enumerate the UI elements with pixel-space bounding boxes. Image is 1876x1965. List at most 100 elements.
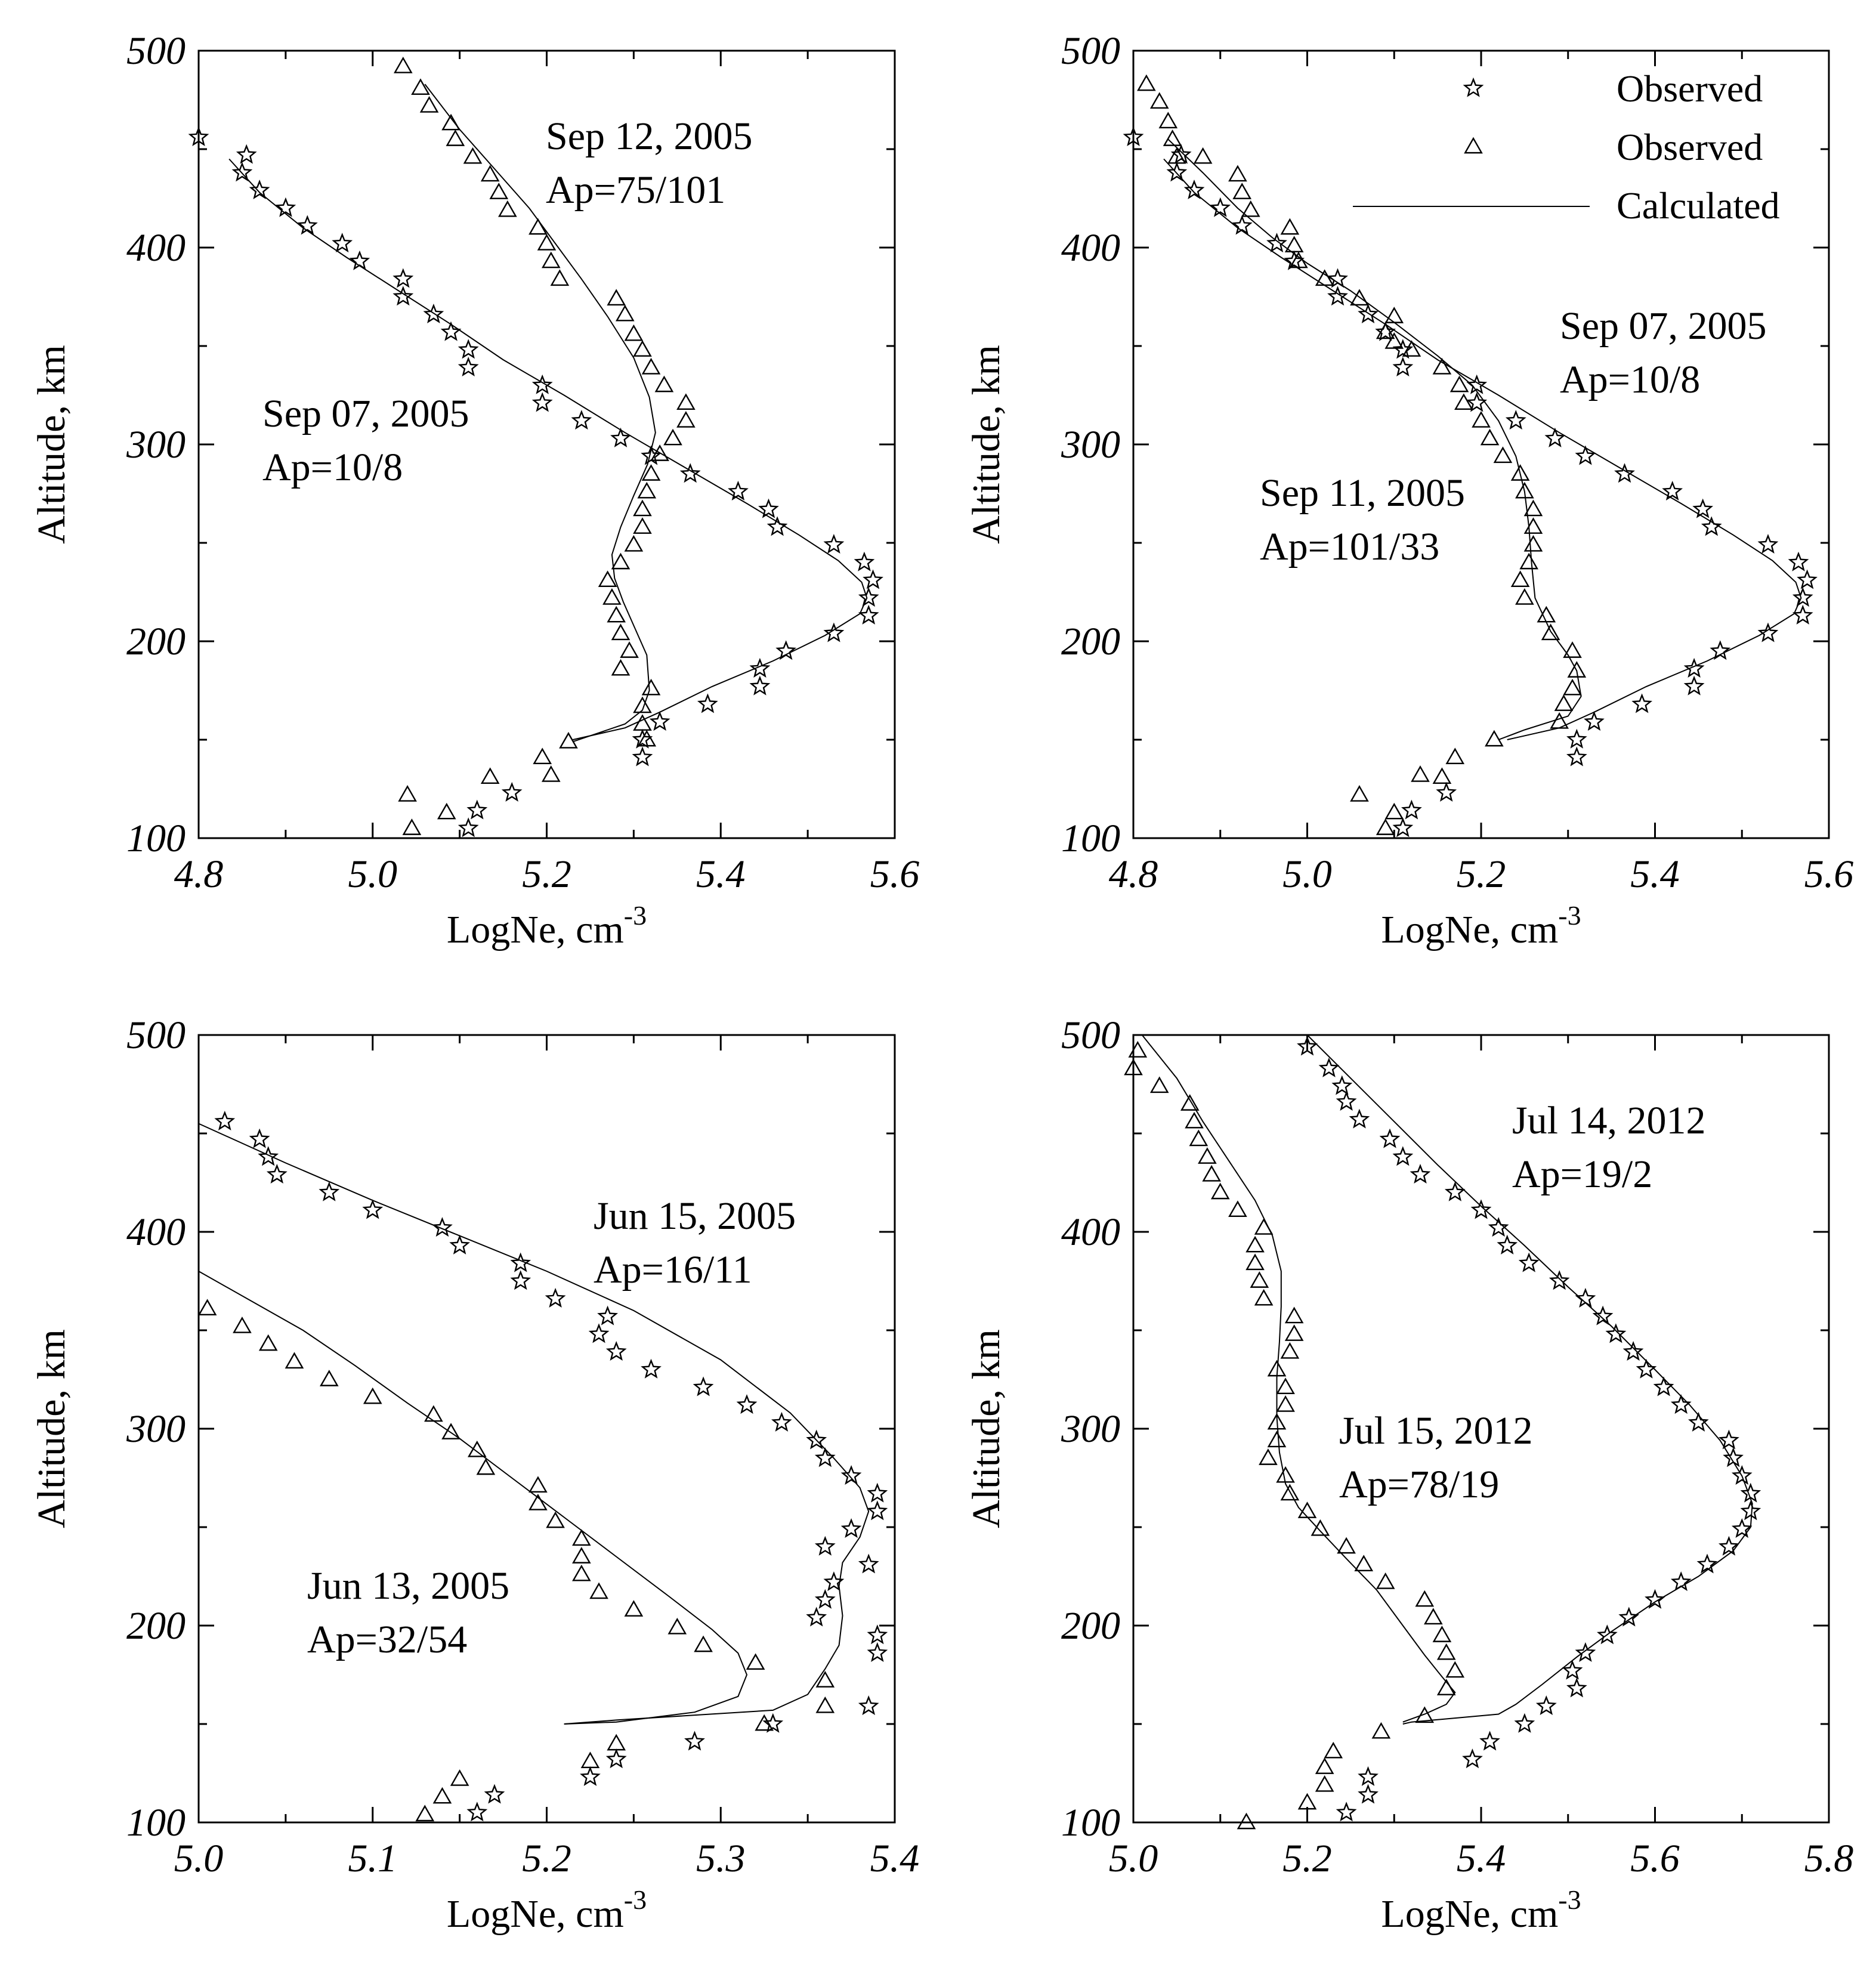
calculated-line	[424, 84, 656, 743]
triangle-point	[1485, 730, 1504, 747]
triangle-point	[1267, 1413, 1287, 1430]
y-tick-label: 100	[126, 1801, 186, 1844]
triangle-point	[285, 1352, 304, 1369]
y-axis-title: Altitude, km	[965, 1329, 1008, 1528]
star-point	[458, 357, 479, 377]
star-point	[1462, 1748, 1483, 1769]
triangle-point	[572, 1529, 591, 1546]
triangle-point	[1124, 1058, 1143, 1076]
star-point	[1622, 1341, 1644, 1361]
triangle-point	[641, 464, 661, 481]
triangle-point	[1280, 1484, 1300, 1501]
x-axis-title-superscript: -3	[624, 1884, 647, 1915]
star-point	[1392, 817, 1414, 838]
annotation-label: Ap=10/8	[1560, 358, 1700, 401]
triangle-point	[1228, 165, 1247, 182]
triangle-point	[1276, 1395, 1295, 1412]
y-tick-label: 300	[126, 423, 186, 466]
triangle-point	[1554, 694, 1574, 711]
star-point	[693, 1376, 714, 1396]
y-tick-label: 200	[1061, 620, 1120, 663]
star-point	[296, 215, 318, 235]
star-point	[1183, 180, 1205, 200]
x-tick-label: 5.4	[1457, 1837, 1506, 1880]
triangle-point	[529, 1476, 548, 1493]
triangle-point	[541, 251, 561, 268]
triangle-point	[1415, 1590, 1435, 1607]
triangle-point	[1259, 1448, 1278, 1465]
star-point	[214, 1110, 236, 1130]
triangle-point	[633, 340, 652, 357]
star-point	[806, 1606, 827, 1627]
triangle-point	[633, 499, 652, 517]
star-point	[641, 1358, 662, 1379]
triangle-point	[641, 357, 661, 375]
x-tick-label: 5.4	[1630, 852, 1680, 896]
series-observed-jul-15-2012	[1124, 1041, 1465, 1830]
series-calculated-jul-14-2012	[1306, 1034, 1753, 1725]
legend-star-marker	[1463, 77, 1484, 97]
legend-triangle-marker	[1464, 137, 1483, 154]
star-point	[1514, 1713, 1535, 1733]
y-tick-label: 100	[1061, 1801, 1120, 1844]
star-point	[858, 1553, 879, 1574]
star-point	[458, 339, 479, 359]
series-calculated-sep-07-2005	[1163, 158, 1802, 740]
chart-panel-top-left: 4.8 5.0 5.2 5.4 5.6 100 200 300 400 500 LogNe, cm-…	[30, 29, 919, 951]
star-point	[1731, 1518, 1753, 1538]
triangle-point	[432, 1787, 452, 1804]
calculated-line	[1163, 158, 1802, 740]
y-tick-label: 400	[1061, 226, 1120, 270]
x-tick-label: 4.8	[1109, 852, 1158, 896]
star-point	[840, 1518, 862, 1538]
series-observed-sep-07-2005	[1123, 126, 1818, 838]
triangle-point	[1232, 183, 1252, 199]
triangle-point	[424, 1405, 443, 1422]
triangle-point	[1384, 307, 1404, 323]
triangle-point	[641, 678, 661, 696]
star-point	[1701, 516, 1722, 536]
triangle-point	[1180, 1094, 1200, 1111]
triangle-point	[1371, 1722, 1391, 1739]
triangle-point	[197, 1299, 217, 1316]
star-point	[867, 1500, 888, 1521]
star-point	[1696, 1553, 1718, 1574]
legend: Observed Observed Calculated	[1353, 67, 1780, 227]
triangle-point	[1432, 357, 1452, 375]
star-point	[466, 1802, 488, 1822]
star-point	[867, 1624, 888, 1645]
x-tick-label: 5.2	[1282, 1837, 1332, 1880]
triangle-point	[694, 1635, 713, 1652]
triangle-point	[446, 129, 465, 146]
star-point	[432, 1217, 453, 1237]
annotation-label: Sep 07, 2005	[262, 392, 469, 435]
legend-label: Observed	[1617, 67, 1763, 110]
triangle-point	[1276, 1377, 1295, 1395]
star-point	[580, 1766, 601, 1786]
triangle-point	[498, 200, 517, 217]
star-point	[1645, 1589, 1665, 1609]
x-axis-title: LogNe, cm-3	[447, 1884, 647, 1936]
x-tick-label: 5.6	[1804, 852, 1854, 896]
star-point	[1479, 1731, 1500, 1751]
star-point	[858, 587, 879, 607]
triangle-point	[1563, 678, 1582, 696]
triangle-point	[398, 785, 417, 802]
triangle-point	[1510, 570, 1530, 588]
star-point	[767, 516, 788, 536]
x-tick-label: 5.8	[1804, 1837, 1854, 1880]
star-point	[362, 1199, 384, 1219]
triangle-point	[1350, 289, 1369, 306]
triangle-point	[598, 570, 617, 588]
star-point	[1566, 728, 1587, 749]
series-calculated-sep-07-2005	[228, 158, 868, 740]
triangle-point	[480, 165, 500, 182]
triangle-point	[620, 641, 639, 658]
x-tick-label: 5.2	[522, 852, 571, 896]
triangle-point	[667, 1617, 687, 1635]
star-point	[1470, 1199, 1492, 1219]
triangle-point	[1237, 1812, 1256, 1830]
triangle-point	[755, 1714, 774, 1731]
star-point	[1466, 374, 1488, 394]
triangle-point	[441, 1423, 460, 1439]
